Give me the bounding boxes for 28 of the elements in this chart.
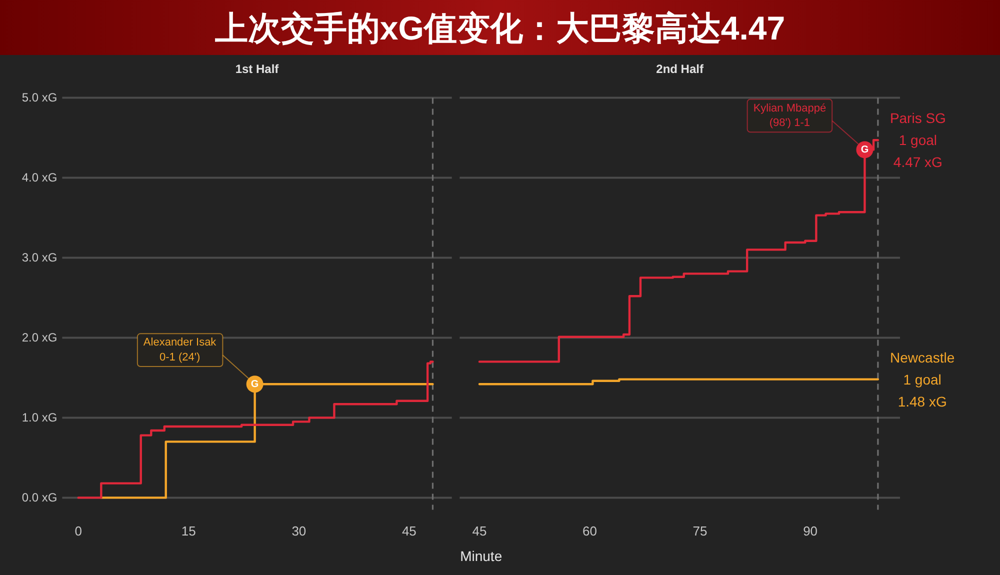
x-tick-label: 45 (402, 524, 416, 538)
annotation: 1 goal (898, 132, 938, 148)
annotation: 1 goal (903, 371, 942, 388)
y-tick-label: 2.0 xG (22, 330, 58, 345)
y-tick-label: 1.0 xG (22, 410, 58, 425)
x-axis-title: Minute (460, 548, 502, 564)
y-tick-label: 5.0 xG (22, 90, 58, 105)
x-tick-label: 30 (292, 524, 306, 538)
data-label: 1.48 xG (898, 393, 947, 410)
x-tick-label: 45 (472, 524, 487, 538)
data-label: 4.47 xG (893, 154, 942, 170)
annotation: Alexander Isak 0-1 (24') (143, 336, 217, 364)
annotation: G (860, 144, 869, 156)
annotation: G (250, 379, 259, 390)
x-tick-label: 90 (803, 524, 818, 538)
x-tick-label: 60 (582, 524, 597, 538)
x-tick-label: 75 (692, 524, 708, 538)
chart-subtitle: 1st Half (235, 62, 280, 76)
x-tick-label: 0 (74, 524, 82, 538)
series-label: Newcastle (890, 349, 955, 366)
y-tick-label: 4.0 xG (22, 170, 58, 185)
annotation: Kylian Mbappé (98') 1-1 (753, 102, 826, 130)
y-tick-label: 0.0 xG (22, 490, 58, 505)
x-tick-label: 15 (181, 524, 196, 538)
chart-subtitle: 2nd Half (656, 62, 704, 76)
series-label: Paris SG (890, 110, 946, 126)
y-tick-label: 3.0 xG (22, 250, 58, 265)
chart-title: 上次交手的xG值变化：大巴黎高达4.47 (214, 10, 786, 46)
